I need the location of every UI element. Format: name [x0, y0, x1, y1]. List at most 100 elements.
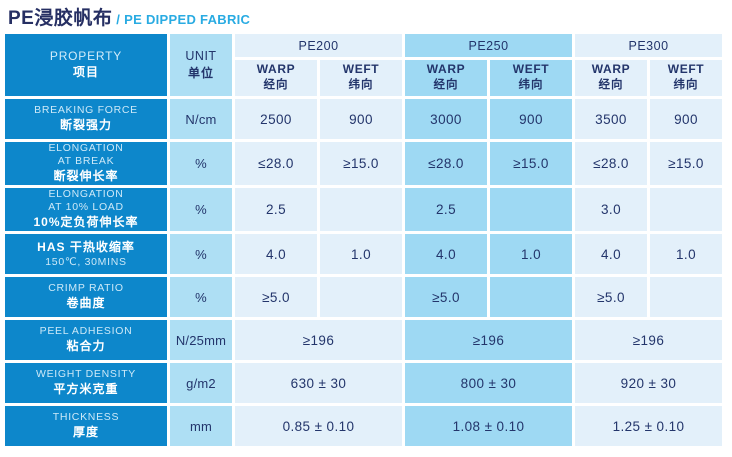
unit-cell: N/25mm	[170, 320, 232, 361]
value-cell-pe250: 1.08 ± 0.10	[405, 406, 572, 447]
unit-cell: mm	[170, 406, 232, 447]
unit-header-cn: 单位	[187, 65, 214, 80]
table-row: CRIMP RATIO 卷曲度% ≥5.0 ≥5.0 ≥5.0	[5, 277, 722, 318]
value-cell-pe250-weft	[490, 277, 572, 318]
property-cell: HAS 干热收缩率 150℃, 30MINS	[5, 234, 167, 275]
value-cell-pe300: 920 ± 30	[575, 363, 722, 404]
unit-cell: %	[170, 277, 232, 318]
value-cell-pe200-weft: 1.0	[320, 234, 402, 275]
value-cell-pe250-weft: 900	[490, 99, 572, 139]
property-label-line: PEEL ADHESION	[39, 325, 133, 338]
group-header-pe300: PE300	[575, 34, 722, 57]
value-cell-pe200-weft	[320, 277, 402, 318]
value-cell-pe200-warp: 2500	[235, 99, 317, 139]
property-label-line: BREAKING FORCE	[34, 104, 138, 117]
property-label-line: 断裂强力	[59, 118, 112, 133]
property-label-line: WEIGHT DENSITY	[35, 368, 137, 381]
value-cell-pe300-warp: 3500	[575, 99, 647, 139]
property-label-line: AT 10% LOAD	[48, 201, 124, 214]
property-label-line: CRIMP RATIO	[48, 282, 124, 295]
value-cell-pe250: ≥196	[405, 320, 572, 361]
value-cell-pe200: 0.85 ± 0.10	[235, 406, 402, 447]
value-cell-pe200-weft	[320, 188, 402, 232]
property-cell: BREAKING FORCE 断裂强力	[5, 99, 167, 139]
property-cell: CRIMP RATIO 卷曲度	[5, 277, 167, 318]
property-label-line: 10%定负荷伸长率	[33, 215, 139, 230]
property-cell: THICKNESS 厚度	[5, 406, 167, 447]
warp-label-cn: 经向	[433, 79, 459, 92]
value-cell-pe250-weft: ≥15.0	[490, 142, 572, 186]
value-cell-pe200-weft: 900	[320, 99, 402, 139]
value-cell-pe250-weft	[490, 188, 572, 232]
weft-label-cn: 纬向	[673, 79, 699, 92]
table-row: WEIGHT DENSITY 平方米克重 g/m2 630 ± 30 800 ± 30 9…	[5, 363, 722, 404]
property-cell: PEEL ADHESION 粘合力	[5, 320, 167, 361]
property-cell: ELONGATION AT BREAK 断裂伸长率	[5, 142, 167, 186]
value-cell-pe300-weft: 900	[650, 99, 722, 139]
value-cell-pe250: 800 ± 30	[405, 363, 572, 404]
value-cell-pe200: ≥196	[235, 320, 402, 361]
value-cell-pe200: 630 ± 30	[235, 363, 402, 404]
value-cell-pe300-warp: ≥5.0	[575, 277, 647, 318]
property-label-line: 粘合力	[66, 339, 106, 354]
value-cell-pe250-warp: 4.0	[405, 234, 487, 275]
unit-cell: %	[170, 142, 232, 186]
property-label-line: AT BREAK	[57, 155, 115, 168]
value-cell-pe300: 1.25 ± 0.10	[575, 406, 722, 447]
value-cell-pe250-warp: 3000	[405, 99, 487, 139]
spec-table: PROPERTY 项目 UNIT 单位 PE200 PE250 PE300 WA…	[2, 31, 725, 449]
table-row: BREAKING FORCE 断裂强力 N/cm 2500 900 3000 900 3500…	[5, 99, 722, 139]
value-cell-pe300-warp: 3.0	[575, 188, 647, 232]
property-header-en: PROPERTY	[49, 48, 123, 63]
table-row: ELONGATION AT 10% LOAD 10%定负荷伸长率% 2.5 2.5 3.0	[5, 188, 722, 232]
property-label-line: HAS 干热收缩率	[37, 240, 135, 255]
warp-label-cn: 经向	[263, 79, 289, 92]
subheader-pe200-warp: WARP 经向	[235, 60, 317, 96]
subheader-pe300-weft: WEFT 纬向	[650, 60, 722, 96]
unit-cell: %	[170, 234, 232, 275]
property-label-line: 平方米克重	[53, 382, 119, 397]
warp-label-cn: 经向	[598, 79, 624, 92]
page-title-chinese: PE浸胶帆布	[8, 8, 113, 29]
unit-cell: %	[170, 188, 232, 232]
value-cell-pe300-warp: ≤28.0	[575, 142, 647, 186]
weft-label: WEFT	[667, 62, 705, 77]
value-cell-pe250-weft: 1.0	[490, 234, 572, 275]
subheader-pe300-warp: WARP 经向	[575, 60, 647, 96]
property-label-line: ELONGATION	[48, 142, 124, 154]
table-row: HAS 干热收缩率 150℃, 30MINS% 4.0 1.0 4.0 1.0 4.0 1.0	[5, 234, 722, 275]
property-label-line: 厚度	[72, 425, 99, 440]
property-column-header: PROPERTY 项目	[5, 34, 167, 96]
value-cell-pe200-weft: ≥15.0	[320, 142, 402, 186]
group-header-pe200: PE200	[235, 34, 402, 57]
page: PE浸胶帆布 / PE DIPPED FABRIC PROPERTY 项目 UN…	[0, 3, 732, 457]
page-title-english: / PE DIPPED FABRIC	[112, 12, 251, 27]
property-cell: ELONGATION AT 10% LOAD 10%定负荷伸长率	[5, 188, 167, 232]
value-cell-pe200-warp: ≥5.0	[235, 277, 317, 318]
property-label-line: ELONGATION	[48, 188, 124, 201]
weft-label-cn: 纬向	[348, 79, 374, 92]
table-row: ELONGATION AT BREAK 断裂伸长率% ≤28.0 ≥15.0 ≤28.0 ≥…	[5, 142, 722, 186]
value-cell-pe300-weft	[650, 277, 722, 318]
unit-column-header: UNIT 单位	[170, 34, 232, 96]
weft-label: WEFT	[512, 62, 550, 77]
value-cell-pe200-warp: 4.0	[235, 234, 317, 275]
property-cell: WEIGHT DENSITY 平方米克重	[5, 363, 167, 404]
value-cell-pe300-weft: 1.0	[650, 234, 722, 275]
table-row: PEEL ADHESION 粘合力 N/25mm ≥196 ≥196 ≥196	[5, 320, 722, 361]
value-cell-pe250-warp: ≤28.0	[405, 142, 487, 186]
value-cell-pe300-weft: ≥15.0	[650, 142, 722, 186]
value-cell-pe250-warp: 2.5	[405, 188, 487, 232]
warp-label: WARP	[591, 62, 631, 77]
value-cell-pe300-warp: 4.0	[575, 234, 647, 275]
property-label-line: 卷曲度	[66, 296, 106, 311]
value-cell-pe200-warp: ≤28.0	[235, 142, 317, 186]
property-label-line: 150℃, 30MINS	[45, 255, 127, 268]
property-header-cn: 项目	[72, 65, 99, 80]
property-label-line: THICKNESS	[52, 411, 120, 424]
property-label-line: 断裂伸长率	[53, 169, 119, 184]
value-cell-pe250-warp: ≥5.0	[405, 277, 487, 318]
unit-cell: g/m2	[170, 363, 232, 404]
value-cell-pe300: ≥196	[575, 320, 722, 361]
group-header-pe250: PE250	[405, 34, 572, 57]
